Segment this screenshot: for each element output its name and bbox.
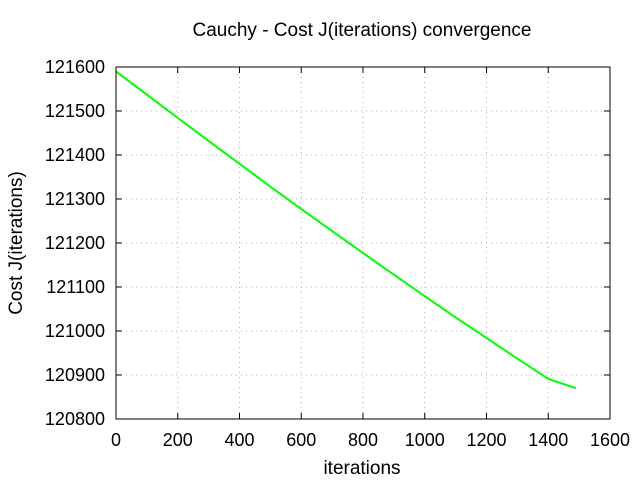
- y-tick-label: 121100: [46, 277, 105, 297]
- y-tick-label: 120900: [45, 365, 105, 385]
- x-tick-label: 1200: [466, 430, 506, 450]
- x-tick-label: 400: [224, 430, 254, 450]
- series-line: [115, 70, 577, 390]
- y-tick-labels: 121600 121500 121400 121300 121200 121100 1210…: [45, 57, 105, 429]
- x-tick-label: 0: [111, 430, 121, 450]
- y-tick-label: 121200: [45, 233, 105, 253]
- x-tick-label: 1400: [528, 430, 568, 450]
- y-axis-label: Cost J(iterations): [6, 171, 27, 315]
- x-tick-labels: 0 200 400 600 800 1000 1200 1400 1600: [111, 430, 630, 450]
- x-tick-label: 600: [286, 430, 316, 450]
- x-tick-label: 200: [163, 430, 193, 450]
- y-tick-label: 121400: [45, 145, 105, 165]
- y-tick-label: 121600: [45, 57, 105, 77]
- series-group: [115, 70, 577, 390]
- y-tick-label: 121000: [45, 321, 105, 341]
- y-tick-label: 121300: [45, 189, 105, 209]
- x-axis-label: iterations: [323, 458, 400, 479]
- chart-title: Cauchy - Cost J(iterations) convergence: [193, 20, 532, 41]
- x-tick-label: 800: [348, 430, 378, 450]
- plot-frame: [115, 66, 611, 420]
- x-tick-label: 1600: [590, 430, 630, 450]
- x-tick-label: 1000: [405, 430, 445, 450]
- y-tick-label: 121500: [45, 101, 105, 121]
- y-tick-label: 120800: [45, 409, 105, 429]
- grid-lines: [116, 67, 610, 419]
